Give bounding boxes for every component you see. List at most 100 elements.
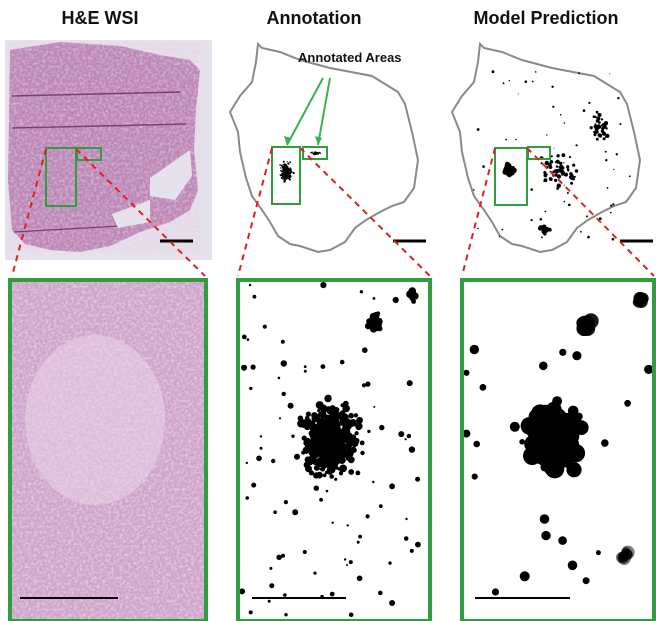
mask-speck <box>280 360 287 367</box>
mask-speck <box>282 175 285 178</box>
mask-speck <box>348 560 353 565</box>
mask-speck <box>334 477 338 481</box>
mask-speck <box>356 575 363 582</box>
mask-speck <box>283 593 287 597</box>
mask-speck <box>569 172 573 176</box>
mask-speck <box>534 71 537 73</box>
mask-speck <box>246 338 250 341</box>
mask-speck <box>329 467 336 474</box>
mask-speck <box>555 165 559 168</box>
mask-speck <box>563 162 565 164</box>
mask-speck <box>349 422 355 428</box>
mask-speck <box>302 549 307 555</box>
mask-speck <box>524 80 528 83</box>
mask-speck <box>317 408 321 413</box>
title-he-wsi: H&E WSI <box>61 8 139 28</box>
mask-speck <box>289 178 291 181</box>
mask-speck <box>319 497 323 502</box>
mask-speck <box>462 429 471 438</box>
mask-speck <box>628 175 631 178</box>
mask-speck <box>604 135 607 138</box>
mask-speck <box>245 461 248 465</box>
mask-speck <box>355 422 363 430</box>
mask-speck <box>389 483 395 490</box>
mask-speck <box>356 540 360 544</box>
mask-speck <box>546 134 548 136</box>
mask-speck <box>544 210 547 213</box>
mask-speck <box>406 433 412 439</box>
mask-speck <box>554 160 558 164</box>
mask-speck <box>553 147 555 149</box>
mask-speck <box>548 165 553 170</box>
mask-speck <box>508 166 514 171</box>
mask-speck <box>601 439 609 447</box>
mask-speck <box>621 545 635 560</box>
mask-speck <box>602 137 606 141</box>
mask-speck <box>372 297 376 300</box>
mask-speck <box>593 133 597 137</box>
mask-speck <box>319 418 324 423</box>
mask-speck <box>314 450 320 455</box>
mask-speck <box>286 167 289 170</box>
mask-speck <box>284 613 288 617</box>
mask-speck <box>320 454 325 460</box>
mask-speck <box>582 109 586 112</box>
mask-speck <box>559 161 563 166</box>
mask-speck <box>360 450 365 456</box>
mask-speck <box>339 359 345 365</box>
mask-speck <box>554 173 558 177</box>
mask-speck <box>320 364 326 369</box>
mask-speck <box>373 405 376 408</box>
mask-speck <box>269 566 273 570</box>
mask-speck <box>604 150 607 153</box>
mask-speck <box>303 461 311 469</box>
mask-speck <box>537 432 556 451</box>
mask-speck <box>539 514 550 524</box>
mask-speck <box>543 180 545 182</box>
mask-speck <box>333 450 342 459</box>
mask-speck <box>556 187 559 190</box>
mask-speck <box>348 412 354 419</box>
mask-speck <box>572 351 582 361</box>
prediction-mask-overview <box>473 70 631 241</box>
mask-speck <box>281 553 285 558</box>
mask-speck <box>308 470 314 476</box>
mask-speck <box>568 155 572 159</box>
mask-speck <box>286 161 288 163</box>
mask-speck <box>313 485 319 491</box>
mask-speck <box>602 131 606 135</box>
mask-speck <box>315 401 324 410</box>
mask-speck <box>319 467 322 470</box>
mask-speck <box>550 155 553 158</box>
mask-speck <box>597 125 601 129</box>
mask-speck <box>356 416 363 424</box>
mask-speck <box>279 164 281 166</box>
mask-speck <box>610 211 612 214</box>
mask-speck <box>595 130 599 134</box>
mask-speck <box>476 128 480 131</box>
mask-speck <box>289 169 292 173</box>
mask-speck <box>548 228 552 232</box>
mask-speck <box>281 173 283 176</box>
mask-speck <box>269 583 275 589</box>
mask-speck <box>406 380 413 387</box>
mask-speck <box>491 588 500 596</box>
mask-speck <box>252 294 257 299</box>
mask-speck <box>345 454 351 459</box>
mask-speck <box>559 348 567 356</box>
mask-speck <box>473 189 475 191</box>
mask-speck <box>574 412 583 421</box>
mask-speck <box>379 424 385 431</box>
mask-speck <box>597 113 602 117</box>
mask-speck <box>318 460 325 467</box>
mask-speck <box>543 227 547 231</box>
mask-speck <box>287 175 290 177</box>
mask-speck <box>297 415 304 422</box>
mask-speck <box>566 192 569 194</box>
mask-speck <box>556 174 562 179</box>
mask-speck <box>409 548 414 553</box>
title-annotation: Annotation <box>266 8 362 28</box>
mask-speck <box>517 93 519 95</box>
mask-speck <box>554 169 560 174</box>
mask-speck <box>340 437 346 443</box>
